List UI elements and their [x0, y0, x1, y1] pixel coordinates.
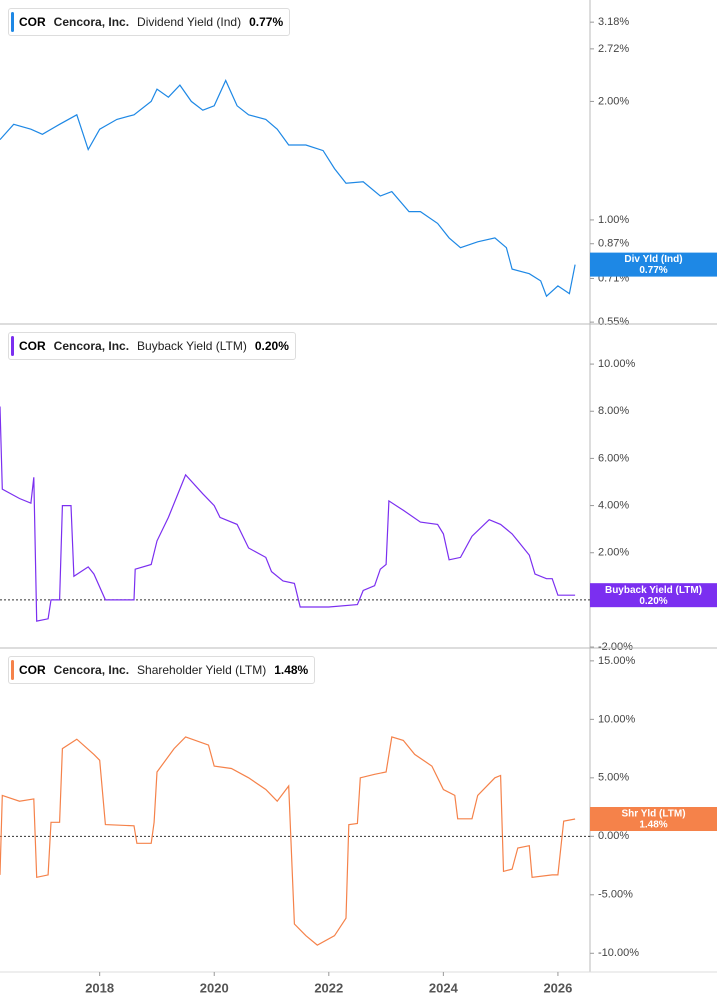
company-name: Cencora, Inc. [53, 15, 130, 29]
badge-bg [590, 252, 717, 277]
y-tick-label: 3.18% [598, 16, 629, 28]
y-tick-label: 10.00% [598, 358, 636, 370]
y-tick-label: 1.00% [598, 214, 629, 226]
y-tick-label: 0.00% [598, 830, 629, 842]
value-badge: Div Yld (Ind)0.77% [590, 252, 717, 277]
badge-bg [590, 807, 717, 832]
panel-header: COR Cencora, Inc. Buyback Yield (LTM) 0.20% [8, 332, 296, 360]
badge-value: 0.77% [639, 265, 667, 276]
series-line [0, 736, 576, 946]
y-tick-label: 0.55% [598, 316, 629, 328]
badge-value: 1.48% [639, 820, 667, 831]
panel-header: COR Cencora, Inc. Dividend Yield (Ind) 0.77… [8, 8, 291, 36]
badge-value: 0.20% [639, 596, 667, 607]
y-tick-label: 2.00% [598, 95, 629, 107]
badge-bg [590, 583, 717, 608]
series-line [0, 79, 576, 298]
value-badge: Shr Yld (LTM)1.48% [590, 807, 717, 832]
badge-name: Buyback Yield (LTM) [605, 585, 702, 596]
current-value: 1.48% [274, 663, 309, 677]
y-tick-label: 8.00% [598, 405, 629, 417]
y-tick-label: 15.00% [598, 655, 636, 667]
company-name: Cencora, Inc. [53, 663, 130, 677]
current-value: 0.77% [249, 15, 284, 29]
metric-name: Dividend Yield (Ind) [137, 15, 242, 29]
y-tick-label: 5.00% [598, 772, 629, 784]
badge-name: Shr Yld (LTM) [621, 809, 685, 820]
panel-header: COR Cencora, Inc. Shareholder Yield (LTM) 1… [8, 656, 316, 684]
y-tick-label: 2.00% [598, 547, 629, 559]
x-tick-label: 2022 [314, 980, 343, 995]
x-tick-label: 2026 [543, 980, 572, 995]
badge-name: Div Yld (Ind) [624, 254, 682, 265]
metric-name: Shareholder Yield (LTM) [137, 663, 267, 677]
y-tick-label: 10.00% [598, 713, 636, 725]
y-tick-label: -5.00% [598, 889, 633, 901]
y-tick-label: 2.72% [598, 43, 629, 55]
y-tick-label: -2.00% [598, 641, 633, 653]
x-tick-label: 2020 [200, 980, 229, 995]
ticker: COR [19, 339, 46, 353]
header-color-bar [11, 12, 14, 32]
y-tick-label: 4.00% [598, 499, 629, 511]
series-line [0, 406, 576, 622]
y-tick-label: 0.87% [598, 238, 629, 250]
company-name: Cencora, Inc. [53, 339, 130, 353]
y-tick-label: 6.00% [598, 452, 629, 464]
x-tick-label: 2024 [429, 980, 459, 995]
value-badge: Buyback Yield (LTM)0.20% [590, 583, 717, 608]
ticker: COR [19, 15, 46, 29]
metric-name: Buyback Yield (LTM) [137, 339, 247, 353]
header-color-bar [11, 660, 14, 680]
current-value: 0.20% [254, 339, 289, 353]
header-color-bar [11, 336, 14, 356]
y-tick-label: -10.00% [598, 947, 639, 959]
x-tick-label: 2018 [85, 980, 114, 995]
ticker: COR [19, 663, 46, 677]
